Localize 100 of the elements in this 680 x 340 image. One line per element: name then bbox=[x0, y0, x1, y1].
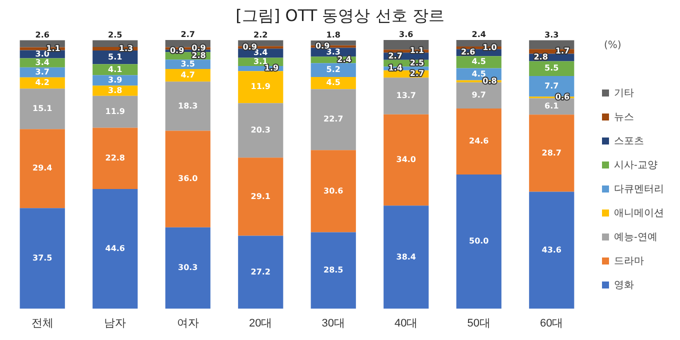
bar bbox=[529, 114, 574, 192]
bar bbox=[456, 56, 502, 68]
legend-label: 예능-연예 bbox=[614, 232, 658, 243]
x-tick-label: 남자 bbox=[104, 317, 126, 330]
data-label: 3.3 bbox=[544, 30, 559, 40]
data-label: 13.7 bbox=[396, 91, 416, 100]
bar bbox=[384, 206, 429, 309]
data-label: 37.5 bbox=[32, 254, 53, 263]
data-label: 1.3 bbox=[118, 44, 134, 53]
data-label: 3.1 bbox=[254, 56, 268, 66]
data-label: 1.8 bbox=[326, 30, 341, 40]
data-label: 5.5 bbox=[544, 64, 560, 73]
data-label: 24.6 bbox=[469, 136, 490, 146]
x-tick-label: 50대 bbox=[467, 317, 490, 330]
data-label: 2.6 bbox=[460, 48, 476, 57]
bar bbox=[92, 75, 138, 86]
legend-label: 기타 bbox=[614, 88, 634, 99]
bar bbox=[310, 232, 356, 309]
legend-label: 뉴스 bbox=[614, 112, 634, 123]
legend-label: 시사-교양 bbox=[614, 160, 658, 171]
data-label: 1.0 bbox=[482, 42, 498, 52]
data-label: 43.6 bbox=[542, 245, 562, 254]
data-label: 6.1 bbox=[544, 102, 560, 111]
data-label: 28.7 bbox=[542, 148, 562, 158]
data-label: 50.0 bbox=[469, 236, 490, 246]
bar bbox=[456, 82, 502, 108]
bar bbox=[384, 78, 429, 114]
data-label: 2.5 bbox=[108, 30, 123, 40]
data-label: 4.2 bbox=[35, 78, 50, 88]
data-label: 22.8 bbox=[105, 154, 126, 162]
data-label: 2.4 bbox=[337, 54, 352, 64]
data-label: 4.5 bbox=[472, 69, 486, 78]
data-label: 2.8 bbox=[534, 52, 548, 62]
bar bbox=[238, 236, 284, 309]
data-label: 11.9 bbox=[250, 82, 271, 92]
text: (%) bbox=[604, 40, 622, 51]
bar bbox=[529, 192, 574, 309]
bar bbox=[529, 61, 574, 76]
data-label: 3.7 bbox=[35, 67, 50, 76]
bar bbox=[238, 158, 284, 236]
x-tick-label: 30대 bbox=[322, 317, 345, 330]
data-label: 2.5 bbox=[410, 58, 424, 68]
legend-label: 다큐멘터리 bbox=[614, 184, 664, 195]
data-label: 38.4 bbox=[396, 252, 416, 262]
bar bbox=[165, 227, 210, 309]
data-label: 4.5 bbox=[472, 57, 486, 66]
data-label: 20.3 bbox=[250, 125, 270, 134]
x-tick-label: 전체 bbox=[31, 317, 54, 330]
data-label: 3.8 bbox=[108, 86, 123, 95]
data-label: 3.4 bbox=[35, 58, 50, 67]
bar bbox=[310, 89, 356, 150]
data-label: 1.1 bbox=[410, 46, 424, 56]
data-label: 2.2 bbox=[254, 30, 268, 40]
data-label: 3.5 bbox=[180, 59, 196, 68]
bar bbox=[165, 82, 210, 131]
data-label: 0.8 bbox=[482, 76, 498, 86]
bar bbox=[165, 130, 210, 228]
data-label: 29.1 bbox=[250, 192, 271, 201]
data-label: 27.2 bbox=[250, 267, 270, 276]
data-label: 18.3 bbox=[178, 101, 198, 110]
legend-label: 영화 bbox=[614, 280, 634, 291]
bar bbox=[456, 108, 502, 175]
data-label: 34.0 bbox=[396, 155, 416, 164]
data-label: 30.3 bbox=[178, 263, 198, 272]
data-label: 28.5 bbox=[324, 266, 344, 275]
bar bbox=[92, 189, 138, 309]
data-label: 11.9 bbox=[105, 106, 126, 116]
data-label: 2.7 bbox=[388, 51, 402, 60]
data-label: 22.7 bbox=[324, 114, 344, 124]
data-label: 5.2 bbox=[326, 65, 340, 74]
bar bbox=[165, 69, 210, 82]
bar bbox=[310, 150, 356, 232]
legend-label: 스포츠 bbox=[614, 136, 644, 147]
x-tick-label: 여자 bbox=[176, 317, 199, 330]
bar bbox=[92, 86, 138, 96]
data-label: 2.7 bbox=[180, 30, 195, 40]
bar bbox=[20, 208, 65, 309]
data-label: 30.6 bbox=[324, 186, 344, 196]
data-label: 1.7 bbox=[555, 46, 570, 56]
bar bbox=[310, 63, 356, 78]
bar bbox=[92, 128, 138, 190]
data-label: 3.9 bbox=[108, 75, 123, 84]
bar bbox=[20, 129, 65, 208]
bar bbox=[20, 67, 65, 78]
data-label: 2.4 bbox=[472, 30, 486, 40]
bar bbox=[384, 114, 429, 206]
data-label: 0.6 bbox=[555, 92, 570, 102]
data-label: 9.7 bbox=[472, 90, 486, 100]
bar bbox=[310, 77, 356, 90]
data-label: 4.1 bbox=[108, 64, 123, 74]
bar bbox=[92, 64, 138, 76]
data-label: 4.5 bbox=[326, 78, 341, 88]
data-label: 2.8 bbox=[192, 50, 206, 60]
bar bbox=[238, 71, 284, 104]
data-label: 1.9 bbox=[264, 64, 279, 73]
x-tick-label: 20대 bbox=[249, 317, 272, 330]
data-label: 3.6 bbox=[399, 30, 414, 40]
data-label: 44.6 bbox=[105, 244, 126, 253]
data-label: 15.1 bbox=[32, 104, 53, 113]
legend-label: 애니메이션 bbox=[614, 208, 664, 219]
